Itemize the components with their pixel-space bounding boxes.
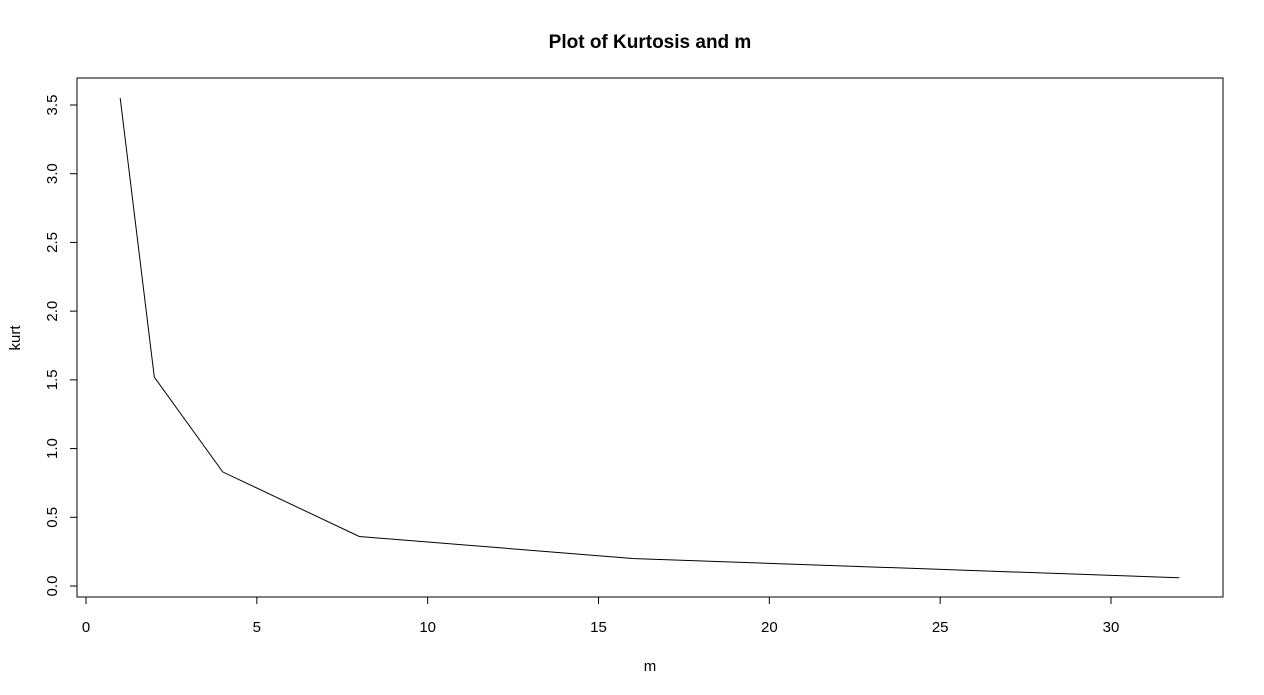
- y-tick-label: 2.5: [44, 232, 61, 253]
- x-axis-label: m: [644, 658, 657, 675]
- x-tick-label: 30: [1103, 619, 1120, 636]
- y-tick-label: 2.0: [44, 301, 61, 322]
- x-tick-label: 20: [761, 619, 778, 636]
- series-layer: [119, 98, 1180, 579]
- y-axis-label: kurt: [7, 325, 24, 351]
- y-tick-label: 0.0: [44, 576, 61, 597]
- x-tick-label: 25: [932, 619, 949, 636]
- y-tick-label: 1.5: [44, 369, 61, 390]
- x-tick-label: 10: [419, 619, 436, 636]
- y-axis: 0.0 0.5 1.0 1.5 2.0 2.5 3.0 3.5: [44, 95, 78, 597]
- x-tick-label: 0: [82, 619, 90, 636]
- plot-frame: [76, 77, 1224, 598]
- kurtosis-series-line: [119, 98, 1180, 579]
- x-axis: 0 5 10 15 20 25 30: [82, 596, 1120, 636]
- chart-title: Plot of Kurtosis and m: [549, 32, 752, 53]
- x-tick-label: 15: [590, 619, 607, 636]
- y-tick-label: 3.0: [44, 163, 61, 184]
- y-tick-label: 3.5: [44, 95, 61, 116]
- y-tick-label: 0.5: [44, 507, 61, 528]
- x-tick-label: 5: [253, 619, 261, 636]
- y-tick-label: 1.0: [44, 438, 61, 459]
